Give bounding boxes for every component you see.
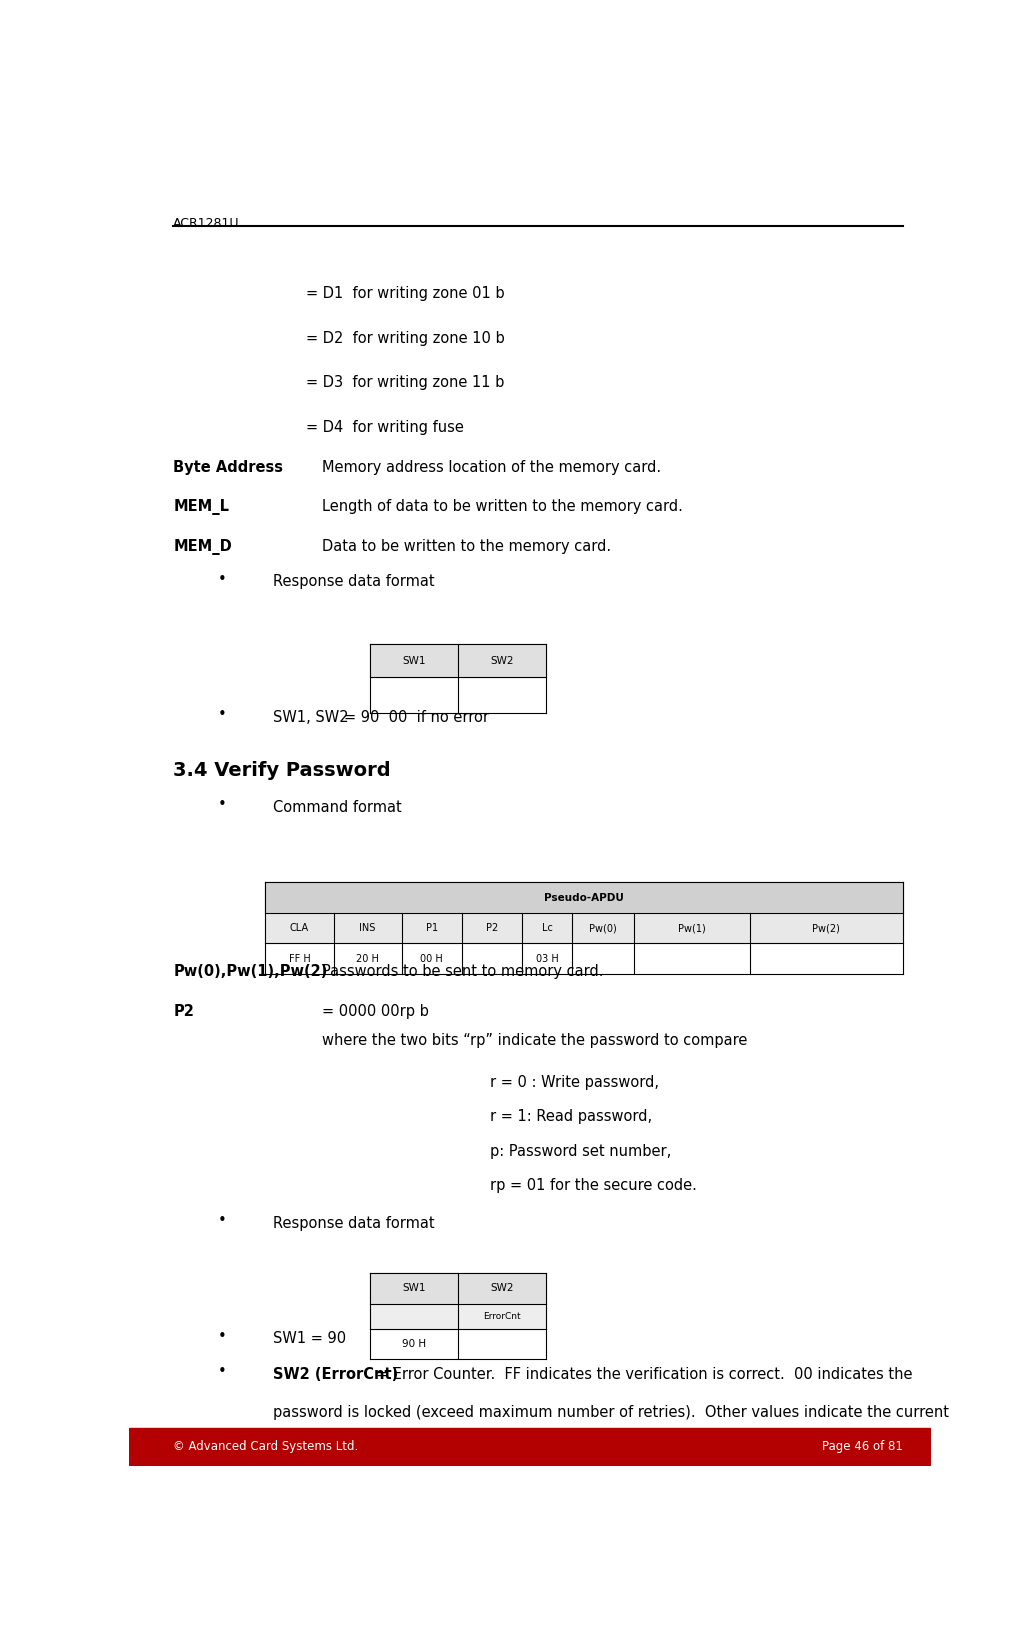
- Bar: [129, 1428, 931, 1466]
- Bar: [370, 644, 546, 677]
- Text: ACR1281U: ACR1281U: [174, 217, 240, 229]
- Text: CLA: CLA: [290, 922, 309, 934]
- Text: 03 H: 03 H: [536, 954, 558, 963]
- Text: SW1: SW1: [402, 656, 425, 665]
- Text: FF H: FF H: [288, 954, 310, 963]
- Text: = Error Counter.  FF indicates the verification is correct.  00 indicates the: = Error Counter. FF indicates the verifi…: [376, 1367, 913, 1382]
- Text: SW1 = 90: SW1 = 90: [273, 1331, 346, 1346]
- Text: Pw(2): Pw(2): [813, 922, 841, 934]
- Text: Pw(0),Pw(1),Pw(2): Pw(0),Pw(1),Pw(2): [174, 963, 328, 978]
- Text: Lc: Lc: [542, 922, 552, 934]
- Text: Data to be written to the memory card.: Data to be written to the memory card.: [322, 539, 611, 553]
- Text: P2: P2: [486, 922, 498, 934]
- Text: •: •: [217, 572, 226, 586]
- Text: Byte Address: Byte Address: [174, 460, 283, 474]
- Text: •: •: [217, 1214, 226, 1229]
- Text: where the two bits “rp” indicate the password to compare: where the two bits “rp” indicate the pas…: [322, 1033, 747, 1049]
- Text: SW1: SW1: [402, 1283, 425, 1293]
- Text: MEM_L: MEM_L: [174, 499, 230, 516]
- Text: verification is failed.: verification is failed.: [273, 1441, 422, 1456]
- Text: 90 H: 90 H: [401, 1339, 426, 1349]
- Text: Pseudo-APDU: Pseudo-APDU: [544, 893, 624, 903]
- Text: = D4  for writing fuse: = D4 for writing fuse: [306, 420, 463, 435]
- Bar: [266, 883, 903, 912]
- Text: = D2  for writing zone 10 b: = D2 for writing zone 10 b: [306, 331, 505, 346]
- Bar: [370, 1303, 546, 1329]
- Text: Response data format: Response data format: [273, 575, 435, 590]
- Text: = D1  for writing zone 01 b: = D1 for writing zone 01 b: [306, 287, 505, 301]
- Text: •: •: [217, 1364, 226, 1380]
- Text: •: •: [217, 797, 226, 812]
- Text: r = 0 : Write password,: r = 0 : Write password,: [490, 1075, 659, 1090]
- Text: •: •: [217, 708, 226, 723]
- Text: = 0000 00rp b: = 0000 00rp b: [322, 1005, 428, 1019]
- Text: SW1, SW2: SW1, SW2: [273, 710, 349, 725]
- Bar: [266, 912, 903, 944]
- Text: INS: INS: [360, 922, 375, 934]
- Text: ErrorCnt: ErrorCnt: [483, 1311, 521, 1321]
- Text: 3.4 Verify Password: 3.4 Verify Password: [174, 761, 391, 779]
- Text: = D3  for writing zone 11 b: = D3 for writing zone 11 b: [306, 376, 504, 390]
- Bar: [370, 1273, 546, 1303]
- Text: SW2 (ErrorCnt): SW2 (ErrorCnt): [273, 1367, 399, 1382]
- Text: 20 H: 20 H: [357, 954, 379, 963]
- Text: SW2: SW2: [490, 656, 514, 665]
- Text: rp = 01 for the secure code.: rp = 01 for the secure code.: [490, 1178, 697, 1192]
- Text: Length of data to be written to the memory card.: Length of data to be written to the memo…: [322, 499, 682, 514]
- Text: MEM_D: MEM_D: [174, 539, 232, 555]
- Text: r = 1: Read password,: r = 1: Read password,: [490, 1110, 652, 1125]
- Text: Response data format: Response data format: [273, 1215, 435, 1230]
- Text: SW2: SW2: [490, 1283, 514, 1293]
- Text: P1: P1: [426, 922, 437, 934]
- Text: Passwords to be sent to memory card.: Passwords to be sent to memory card.: [322, 963, 603, 978]
- Text: Pw(1): Pw(1): [678, 922, 706, 934]
- Text: password is locked (exceed maximum number of retries).  Other values indicate th: password is locked (exceed maximum numbe…: [273, 1405, 949, 1420]
- Text: 00 H: 00 H: [421, 954, 444, 963]
- Text: Memory address location of the memory card.: Memory address location of the memory ca…: [322, 460, 661, 474]
- Text: = 90  00  if no error: = 90 00 if no error: [344, 710, 489, 725]
- Text: © Advanced Card Systems Ltd.: © Advanced Card Systems Ltd.: [174, 1441, 359, 1453]
- Text: Pw(0): Pw(0): [589, 922, 617, 934]
- Text: Page 46 of 81: Page 46 of 81: [822, 1441, 903, 1453]
- Text: p: Password set number,: p: Password set number,: [490, 1143, 671, 1159]
- Text: Command format: Command format: [273, 800, 402, 815]
- Text: P2: P2: [174, 1005, 194, 1019]
- Text: •: •: [217, 1329, 226, 1344]
